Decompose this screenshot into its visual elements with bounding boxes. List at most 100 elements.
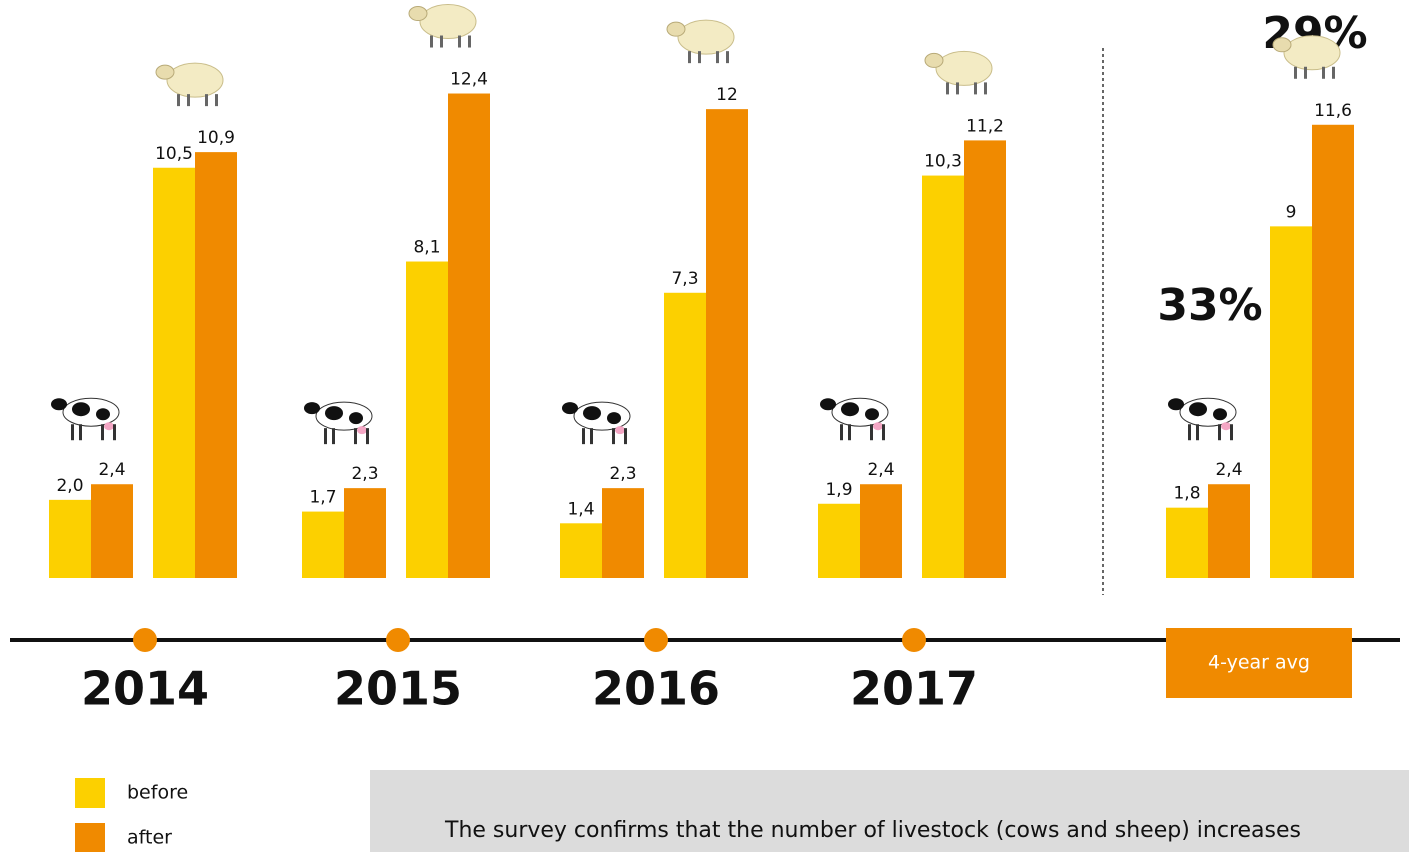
- sheep-head: [155, 64, 175, 80]
- value-label: 12: [716, 85, 738, 105]
- note-box: [370, 770, 1409, 852]
- cow-head: [51, 398, 67, 411]
- cow-udder: [104, 422, 114, 431]
- sheep-head: [924, 52, 944, 68]
- timeline-dot: [386, 628, 410, 652]
- avg-label: 4-year avg: [1208, 652, 1310, 674]
- cow-leg: [870, 424, 873, 441]
- cow-leg: [612, 428, 615, 445]
- cow-leg: [1196, 424, 1199, 441]
- sheep-leg: [177, 94, 180, 107]
- value-label: 2,0: [56, 476, 83, 496]
- cow-leg: [590, 428, 593, 445]
- value-label: 8,1: [413, 238, 440, 258]
- cow-spot: [583, 406, 601, 421]
- cow-leg: [71, 424, 74, 441]
- avg-box: [1166, 628, 1352, 698]
- sheep-leg: [440, 35, 443, 48]
- sheep-leg: [205, 94, 208, 107]
- cow-leg: [848, 424, 851, 441]
- annotation: 33%: [1157, 280, 1262, 331]
- cow-leg: [79, 424, 82, 441]
- value-label: 1,8: [1173, 484, 1200, 504]
- sheep-leg: [946, 82, 949, 95]
- sheep-icon: [924, 50, 993, 95]
- bar: [153, 167, 195, 578]
- legend-label: before: [127, 782, 188, 804]
- sheep-head: [1272, 37, 1292, 53]
- value-label: 10,3: [924, 152, 962, 172]
- sheep-head: [666, 21, 686, 37]
- value-label: 11,6: [1314, 101, 1352, 121]
- sheep-icon: [155, 62, 224, 107]
- sheep-leg: [1322, 66, 1325, 79]
- cow-leg: [324, 428, 327, 445]
- sheep-leg: [468, 35, 471, 48]
- cow-body: [831, 397, 889, 427]
- cow-head: [820, 398, 836, 411]
- value-label: 10,5: [155, 144, 193, 164]
- bar: [706, 109, 748, 579]
- value-label: 2,4: [1215, 460, 1242, 480]
- sheep-icon: [666, 19, 735, 64]
- sheep-head: [408, 6, 428, 22]
- value-label: 11,2: [966, 116, 1004, 136]
- cow-leg: [624, 428, 627, 445]
- sheep-leg: [956, 82, 959, 95]
- cow-body: [62, 397, 120, 427]
- cow-udder: [1221, 422, 1231, 431]
- cow-leg: [366, 428, 369, 445]
- value-label: 7,3: [671, 269, 698, 289]
- sheep-icon: [408, 4, 477, 48]
- value-label: 2,4: [867, 460, 894, 480]
- cow-leg: [113, 424, 116, 441]
- year-label: 2016: [592, 662, 720, 716]
- value-label: 2,3: [609, 464, 636, 484]
- cow-icon: [51, 397, 120, 441]
- note: The survey confirms that the number of l…: [444, 818, 1301, 843]
- cow-udder: [873, 422, 883, 431]
- bar: [448, 93, 490, 578]
- bar: [964, 140, 1006, 578]
- sheep-leg: [215, 94, 218, 107]
- sheep-leg: [187, 94, 190, 107]
- bar: [195, 152, 237, 578]
- sheep-leg: [984, 82, 987, 95]
- bar: [1312, 124, 1354, 579]
- year-label: 2017: [850, 662, 978, 716]
- cow-leg: [840, 424, 843, 441]
- cow-leg: [1188, 424, 1191, 441]
- sheep-leg: [716, 51, 719, 64]
- bar: [1208, 484, 1250, 578]
- cow-icon: [562, 401, 631, 445]
- cow-spot: [841, 402, 859, 417]
- cow-body: [1179, 397, 1237, 427]
- year-label: 2015: [334, 662, 462, 716]
- value-label: 1,4: [567, 499, 594, 519]
- legend-swatch: [75, 823, 105, 852]
- sheep-body: [1283, 35, 1341, 71]
- cow-udder: [357, 426, 367, 435]
- cow-icon: [1168, 397, 1237, 441]
- bar: [1270, 226, 1312, 578]
- bar: [49, 499, 91, 578]
- sheep-body: [419, 4, 477, 40]
- value-label: 1,9: [825, 480, 852, 500]
- bar: [91, 484, 133, 578]
- bar: [922, 175, 964, 579]
- cow-spot: [349, 412, 363, 425]
- cow-leg: [354, 428, 357, 445]
- cow-icon: [304, 401, 373, 445]
- value-label: 2,3: [351, 464, 378, 484]
- sheep-leg: [726, 51, 729, 64]
- bar: [1166, 507, 1208, 578]
- value-label: 10,9: [197, 128, 235, 148]
- cow-leg: [1218, 424, 1221, 441]
- bar: [818, 503, 860, 578]
- year-label: 2014: [81, 662, 209, 716]
- value-label: 12,4: [450, 70, 488, 90]
- sheep-leg: [430, 35, 433, 48]
- bar: [664, 292, 706, 578]
- sheep-leg: [698, 51, 701, 64]
